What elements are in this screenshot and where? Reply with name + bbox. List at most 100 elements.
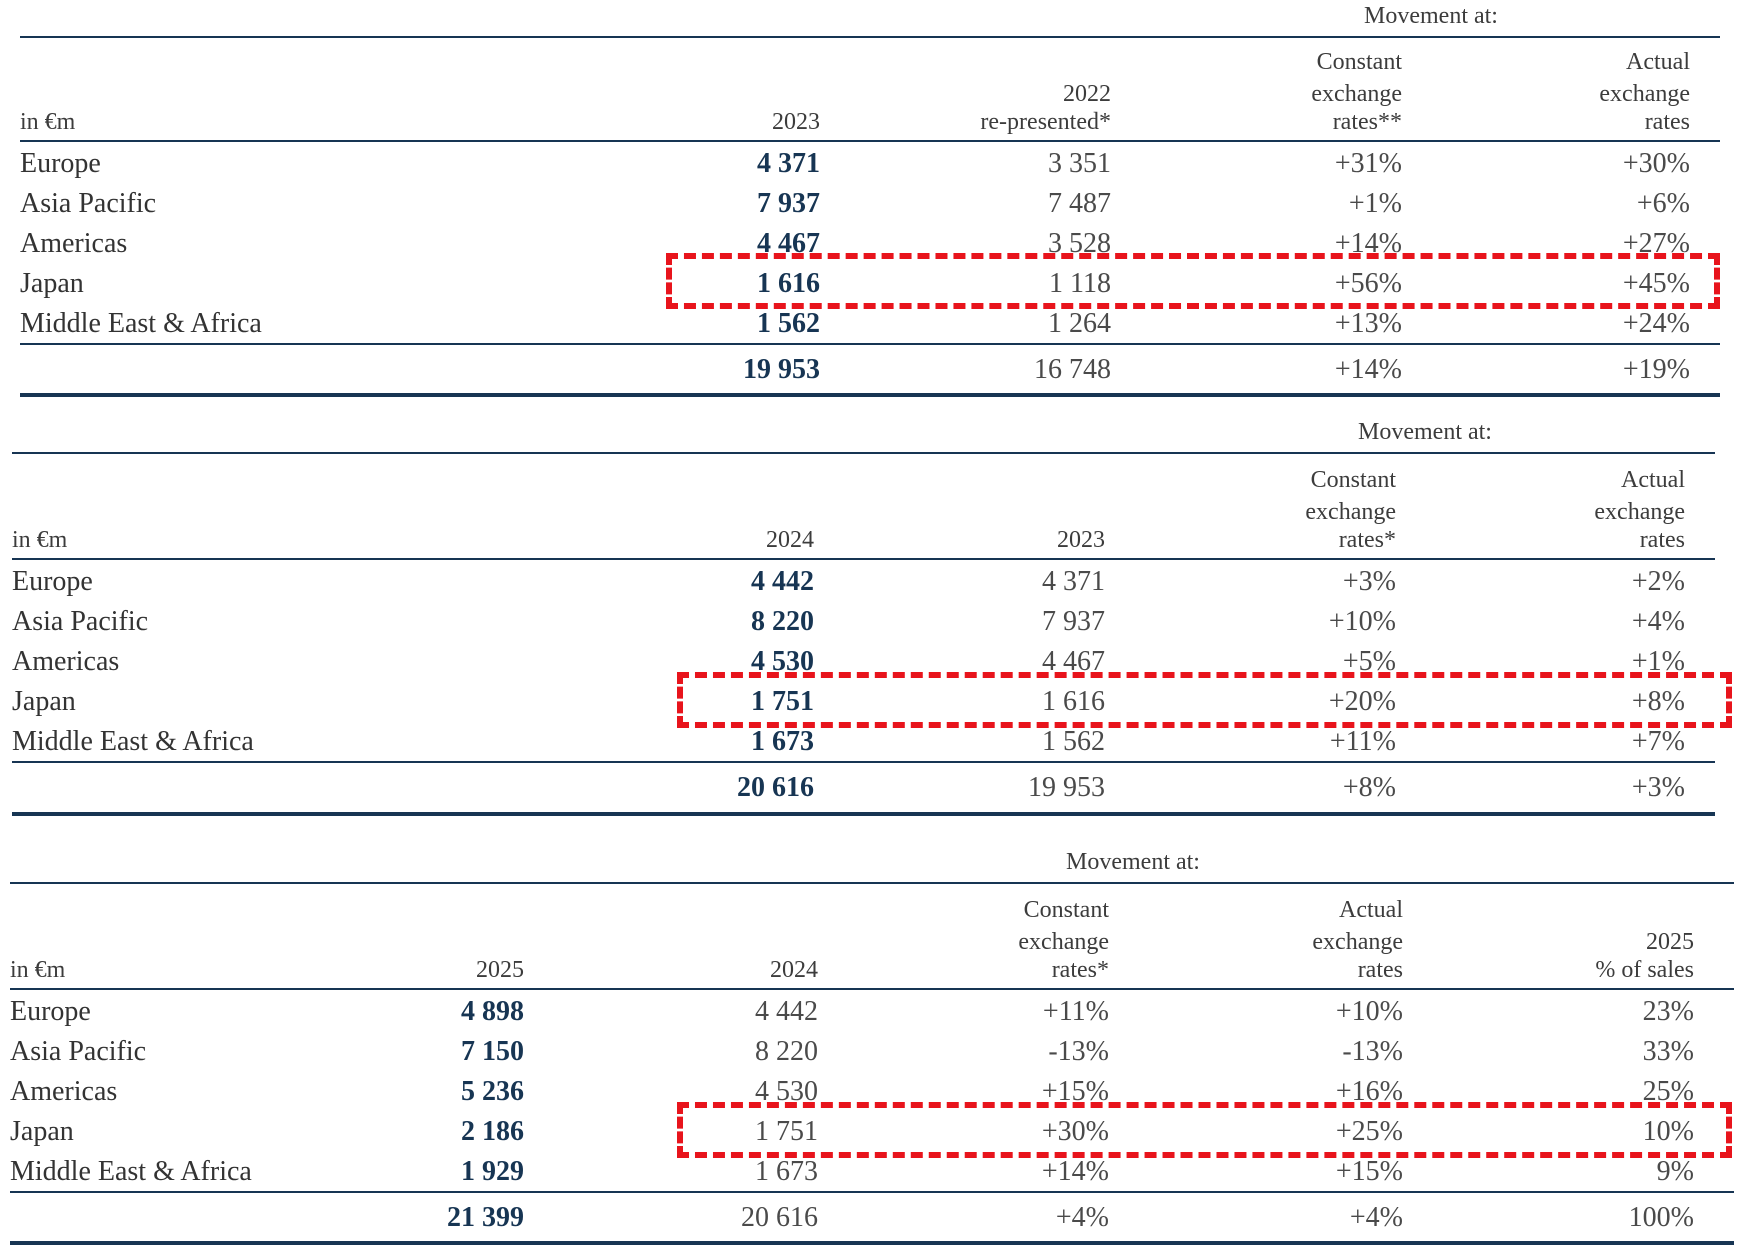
value-constant-fx: +5% <box>1342 646 1396 677</box>
value-2024: 1 751 <box>751 686 814 717</box>
value-2023: 1 562 <box>757 308 820 339</box>
row-label: Americas <box>12 646 120 677</box>
value-constant-fx: +30% <box>1041 1116 1109 1147</box>
row-label: Europe <box>12 566 93 597</box>
col-header-constant-3: rates** <box>1332 109 1402 135</box>
value-2024: 4 530 <box>751 646 814 677</box>
col-header-constant-2: exchange <box>1305 499 1396 525</box>
value-constant-fx: +56% <box>1334 268 1402 299</box>
column-header-rule <box>20 140 1720 142</box>
unit-label: in €m <box>10 957 66 983</box>
total-constant-fx: +4% <box>1055 1202 1109 1233</box>
value-2024: 8 220 <box>755 1036 818 1067</box>
value-2025: 7 150 <box>461 1036 524 1067</box>
col-header-constant-2: exchange <box>1018 929 1109 955</box>
value-2025: 1 929 <box>461 1156 524 1187</box>
value-2024: 1 751 <box>755 1116 818 1147</box>
total-2024: 20 616 <box>741 1202 818 1233</box>
row-label: Europe <box>20 148 101 179</box>
value-actual-fx: -13% <box>1342 1036 1403 1067</box>
col-header-2025: 2025 <box>476 957 524 983</box>
value-constant-fx: +1% <box>1348 188 1402 219</box>
col-header-constant-2: exchange <box>1311 81 1402 107</box>
col-header-share-2: % of sales <box>1595 957 1694 983</box>
col-header-actual-2: exchange <box>1312 929 1403 955</box>
row-label: Asia Pacific <box>10 1036 147 1067</box>
value-actual-fx: +15% <box>1335 1156 1403 1187</box>
value-2023: 1 616 <box>1042 686 1105 717</box>
value-actual-fx: +30% <box>1622 148 1690 179</box>
value-constant-fx: +10% <box>1328 606 1396 637</box>
header-rule <box>12 452 1715 454</box>
value-actual-fx: +4% <box>1631 606 1685 637</box>
value-2024: 8 220 <box>751 606 814 637</box>
highlight-box-japan <box>677 1102 1732 1158</box>
col-header-actual-2: exchange <box>1599 81 1690 107</box>
unit-label: in €m <box>20 109 76 135</box>
value-actual-fx: +16% <box>1335 1076 1403 1107</box>
value-share-of-sales: 10% <box>1642 1116 1694 1147</box>
value-2024: 1 673 <box>751 726 814 757</box>
total-2023: 19 953 <box>743 354 820 385</box>
col-header-constant-3: rates* <box>1338 527 1396 553</box>
value-2022: 3 351 <box>1048 148 1111 179</box>
total-actual-fx: +3% <box>1631 772 1685 803</box>
value-actual-fx: +25% <box>1335 1116 1403 1147</box>
row-label: Americas <box>20 228 128 259</box>
col-header-constant-1: Constant <box>1310 467 1396 493</box>
value-actual-fx: +24% <box>1622 308 1690 339</box>
value-2022: 1 118 <box>1049 268 1111 299</box>
value-share-of-sales: 9% <box>1656 1156 1694 1187</box>
value-2022: 3 528 <box>1048 228 1111 259</box>
total-2023: 19 953 <box>1028 772 1105 803</box>
table-bottom-rule <box>20 393 1720 397</box>
value-2022: 1 264 <box>1048 308 1111 339</box>
value-actual-fx: +6% <box>1636 188 1690 219</box>
unit-label: in €m <box>12 527 68 553</box>
value-actual-fx: +27% <box>1622 228 1690 259</box>
value-constant-fx: +3% <box>1342 566 1396 597</box>
value-2025: 2 186 <box>461 1116 524 1147</box>
table-bottom-rule <box>12 812 1715 816</box>
col-header-actual-2: exchange <box>1594 499 1685 525</box>
value-constant-fx: +15% <box>1041 1076 1109 1107</box>
value-2025: 4 898 <box>461 996 524 1027</box>
value-2022: 7 487 <box>1048 188 1111 219</box>
col-header-2022: 2022 <box>1063 81 1111 107</box>
col-header-constant-1: Constant <box>1316 49 1402 75</box>
value-actual-fx: +1% <box>1631 646 1685 677</box>
value-2025: 5 236 <box>461 1076 524 1107</box>
value-2024: 4 530 <box>755 1076 818 1107</box>
total-2024: 20 616 <box>737 772 814 803</box>
value-2024: 4 442 <box>755 996 818 1027</box>
col-header-share-1: 2025 <box>1646 929 1694 955</box>
value-constant-fx: -13% <box>1048 1036 1109 1067</box>
col-header-actual-1: Actual <box>1621 467 1685 493</box>
value-actual-fx: +7% <box>1631 726 1685 757</box>
value-constant-fx: +11% <box>1329 726 1396 757</box>
total-share-of-sales: 100% <box>1628 1202 1694 1233</box>
column-header-rule <box>12 558 1715 560</box>
movement-heading: Movement at: <box>1364 3 1498 29</box>
value-2023: 7 937 <box>1042 606 1105 637</box>
col-header-2024: 2024 <box>770 957 818 983</box>
col-header-actual-3: rates <box>1357 957 1403 983</box>
row-label: Europe <box>10 996 91 1027</box>
col-header-constant-1: Constant <box>1023 897 1109 923</box>
value-constant-fx: +11% <box>1042 996 1109 1027</box>
value-constant-fx: +20% <box>1328 686 1396 717</box>
value-share-of-sales: 33% <box>1642 1036 1694 1067</box>
value-constant-fx: +14% <box>1334 228 1402 259</box>
total-constant-fx: +14% <box>1334 354 1402 385</box>
subtotal-rule <box>12 761 1715 763</box>
col-header-constant-3: rates* <box>1051 957 1109 983</box>
value-2023: 7 937 <box>757 188 820 219</box>
col-header-actual-1: Actual <box>1626 49 1690 75</box>
value-2024: 1 673 <box>755 1156 818 1187</box>
value-actual-fx: +45% <box>1622 268 1690 299</box>
value-2023: 4 371 <box>757 148 820 179</box>
row-label: Japan <box>12 686 76 717</box>
col-header-2023: 2023 <box>1057 527 1105 553</box>
col-header-actual-3: rates <box>1639 527 1685 553</box>
table-bottom-rule <box>10 1241 1734 1245</box>
